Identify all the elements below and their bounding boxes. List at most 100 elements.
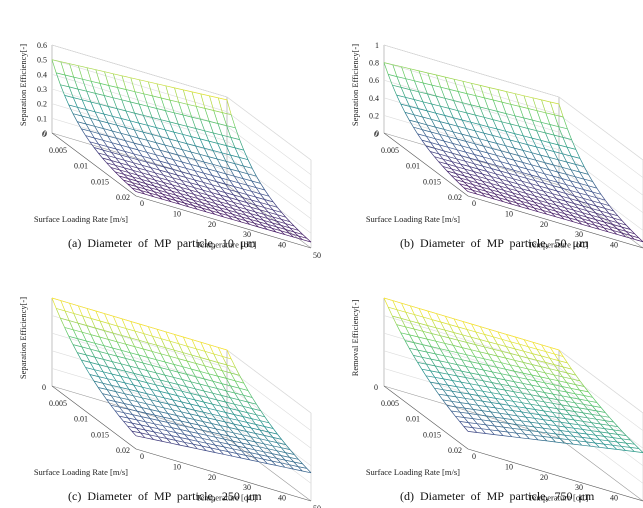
surface-mesh-line <box>85 123 91 132</box>
surface-mesh-line <box>490 183 496 189</box>
surface-mesh-line <box>150 399 156 407</box>
surface-mesh-line <box>488 328 498 333</box>
surface-mesh-line <box>582 218 591 222</box>
surface-mesh-line <box>532 341 542 346</box>
surface-mesh-line <box>64 310 74 314</box>
surface-mesh-line <box>413 342 419 351</box>
surface-mesh-line <box>410 305 420 309</box>
surface-mesh-line <box>268 422 274 429</box>
surface-mesh-line <box>94 356 100 365</box>
surface-mesh-line <box>456 386 466 389</box>
surface-mesh-line <box>553 374 563 378</box>
surface-mesh-line <box>452 380 462 383</box>
surface-mesh-line <box>194 179 204 183</box>
surface-mesh-line <box>140 184 150 188</box>
surface-mesh-line <box>170 201 180 205</box>
surface-mesh-line <box>571 139 577 150</box>
surface-mesh-line <box>229 418 234 425</box>
surface-mesh-line <box>143 114 153 118</box>
z-tick-label: 0.8 <box>369 59 379 68</box>
surface-mesh-line <box>409 320 419 324</box>
surface-mesh-line <box>245 215 251 220</box>
surface-mesh-line <box>153 185 159 191</box>
surface-mesh-line <box>418 322 424 332</box>
surface-mesh-line <box>574 176 580 184</box>
surface-mesh-line <box>570 190 580 194</box>
surface-mesh-line <box>220 425 225 432</box>
surface-mesh-line <box>212 164 218 172</box>
surface-mesh-line <box>476 432 486 434</box>
surface-mesh-line <box>196 105 205 109</box>
surface-mesh-line <box>55 308 61 319</box>
surface-mesh-line <box>138 354 148 358</box>
surface-mesh-line <box>175 440 181 446</box>
surface-mesh-line <box>203 401 213 405</box>
surface-mesh-line <box>520 206 530 210</box>
surface-mesh-line <box>581 437 587 443</box>
surface-mesh-line <box>517 406 522 413</box>
surface-mesh-line <box>186 126 192 137</box>
surface-mesh-line <box>579 171 589 175</box>
surface-mesh-line <box>182 133 192 137</box>
surface-mesh-line <box>207 178 217 182</box>
surface-mesh-line <box>103 345 109 354</box>
surface-mesh-line <box>546 440 556 443</box>
surface-mesh-line <box>103 113 113 117</box>
surface-mesh-line <box>459 183 465 188</box>
surface-mesh-line <box>486 184 495 189</box>
surface-mesh-line <box>167 403 173 411</box>
surface-mesh-line <box>230 358 236 368</box>
surface-mesh-line <box>476 193 486 197</box>
surface-mesh-line <box>110 167 116 173</box>
surface-mesh-line <box>560 430 565 436</box>
surface-mesh-line <box>126 328 135 332</box>
surface-mesh-line <box>544 382 550 389</box>
surface-mesh-line <box>435 112 445 116</box>
surface-mesh-line <box>194 409 199 417</box>
surface-mesh-line <box>531 152 537 161</box>
surface-mesh-line <box>526 398 536 401</box>
surface-mesh-line <box>475 344 485 348</box>
surface-mesh-line <box>138 354 144 364</box>
surface-mesh-line <box>559 215 565 220</box>
surface-mesh-line <box>612 224 618 230</box>
surface-mesh-line <box>55 72 61 85</box>
surface-mesh-line <box>453 332 463 336</box>
surface-mesh-line <box>180 186 190 191</box>
surface-mesh-line <box>564 213 570 219</box>
surface-mesh-line <box>414 99 423 103</box>
surface-mesh-line <box>586 433 592 439</box>
surface-mesh-line <box>152 351 161 355</box>
surface-mesh-line <box>145 421 150 428</box>
surface-mesh-line <box>128 408 138 412</box>
surface-mesh-line <box>452 369 458 377</box>
surface-mesh-line <box>111 142 121 146</box>
surface-mesh-line <box>468 422 473 428</box>
surface-mesh-line <box>129 135 135 144</box>
surface-mesh-line <box>488 341 494 350</box>
surface-mesh-line <box>174 87 180 103</box>
surface-mesh-line <box>251 397 257 405</box>
surface-mesh-line <box>508 414 513 420</box>
surface-mesh-line <box>599 228 609 233</box>
surface-mesh-line <box>477 188 486 192</box>
surface-mesh-line <box>505 145 510 154</box>
surface-mesh-line <box>525 199 530 204</box>
surface-mesh-line <box>522 372 528 380</box>
surface-mesh-line <box>210 440 216 446</box>
surface-mesh-line <box>470 349 476 357</box>
surface-mesh-line <box>222 134 231 138</box>
surface-mesh-line <box>551 200 561 204</box>
surface-mesh-line <box>565 184 571 191</box>
surface-mesh-line <box>561 167 567 175</box>
surface-mesh-line <box>179 198 185 204</box>
surface-mesh-line <box>448 362 453 370</box>
surface-mesh-line <box>490 189 500 193</box>
surface-mesh-line <box>145 403 151 410</box>
surface-mesh-line <box>540 376 545 383</box>
surface-mesh-line <box>499 412 504 419</box>
surface-mesh-line <box>207 178 213 186</box>
surface-mesh-line <box>463 187 473 191</box>
surface-mesh-line <box>220 186 230 191</box>
surface-mesh-line <box>238 157 244 167</box>
